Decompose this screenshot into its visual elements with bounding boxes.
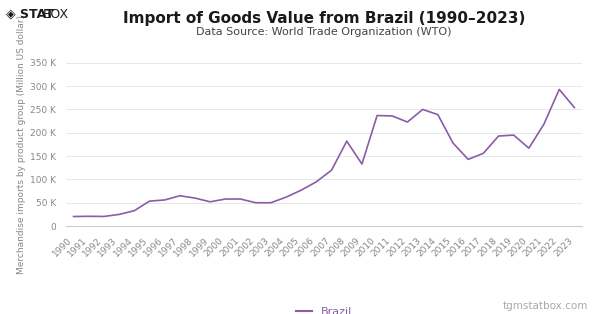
- Legend: Brazil: Brazil: [291, 303, 357, 314]
- Text: tgmstatbox.com: tgmstatbox.com: [503, 301, 588, 311]
- Text: BOX: BOX: [43, 8, 70, 21]
- Text: ◈ STAT: ◈ STAT: [6, 8, 54, 21]
- Text: Import of Goods Value from Brazil (1990–2023): Import of Goods Value from Brazil (1990–…: [123, 11, 525, 26]
- Text: Data Source: World Trade Organization (WTO): Data Source: World Trade Organization (W…: [196, 27, 452, 37]
- Y-axis label: Merchandise imports by product group (Million US dollar): Merchandise imports by product group (Mi…: [17, 15, 26, 274]
